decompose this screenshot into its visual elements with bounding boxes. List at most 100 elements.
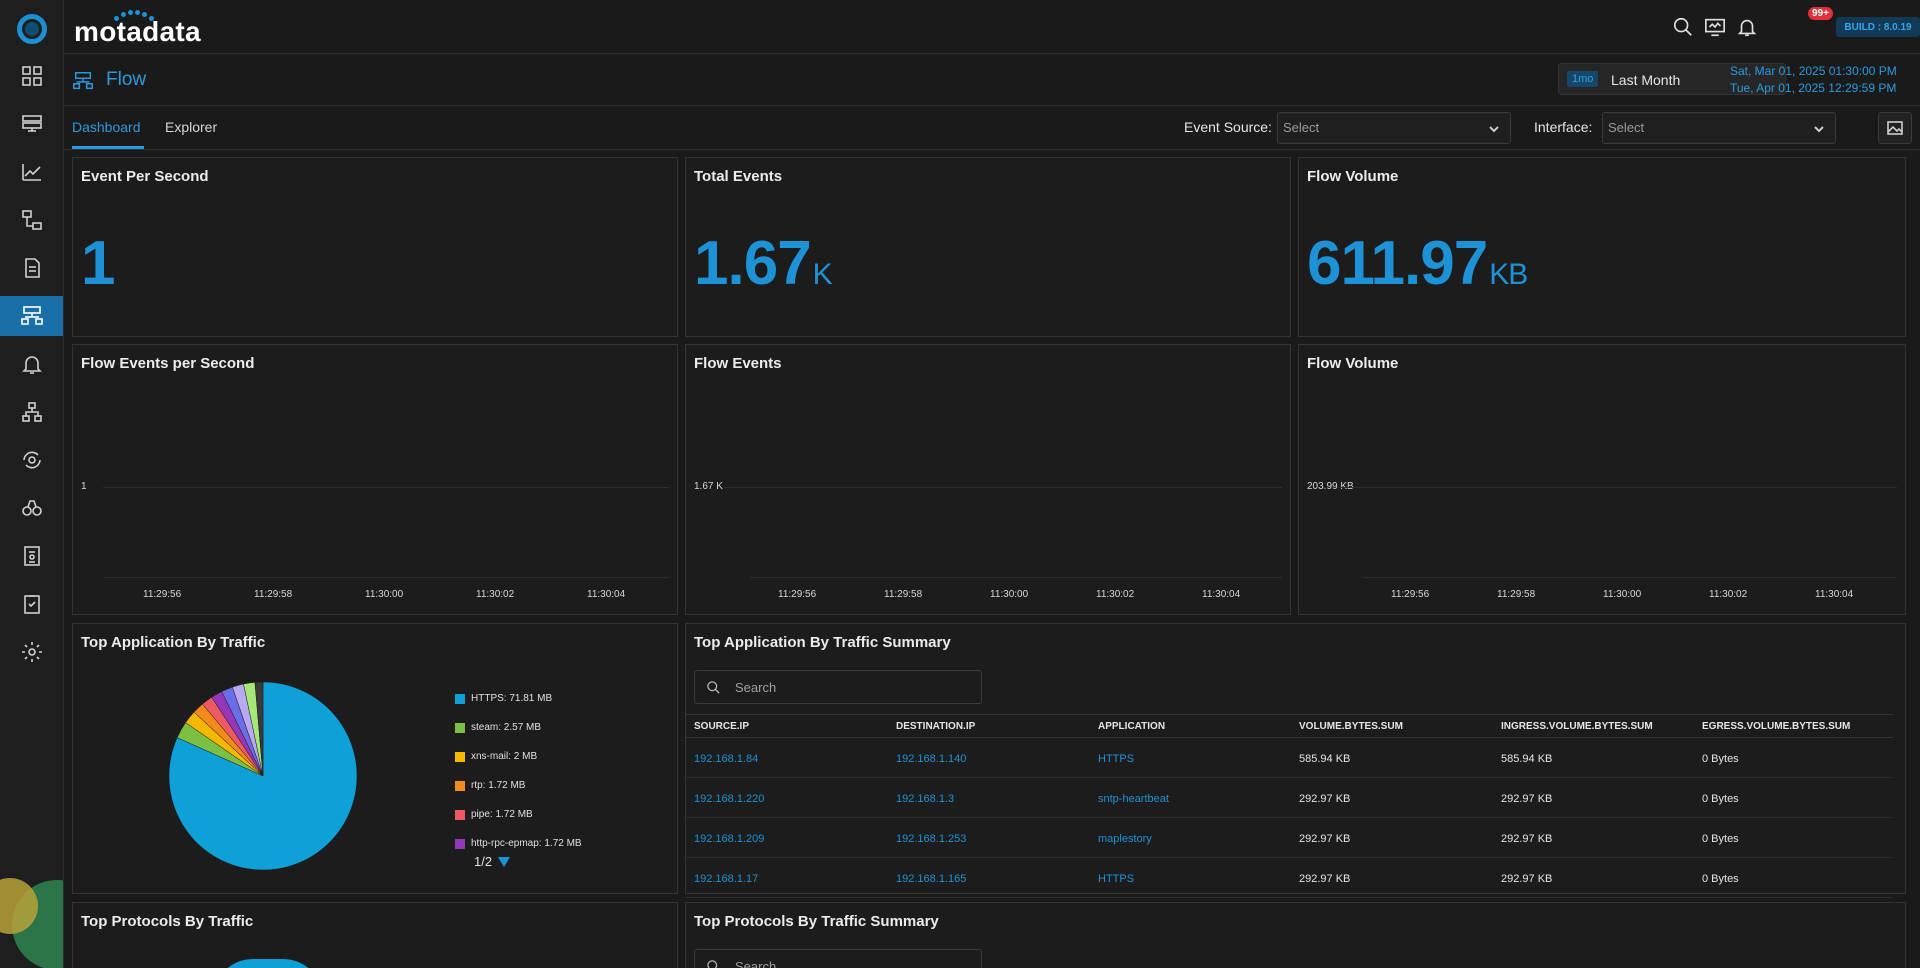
active-tab-indicator (72, 146, 144, 149)
settings-icon[interactable] (0, 632, 63, 672)
search-input[interactable]: Search (694, 949, 982, 968)
monitor-icon[interactable] (1702, 14, 1728, 40)
explorer-icon[interactable] (0, 488, 63, 528)
gridline (103, 487, 669, 488)
column-header[interactable]: EGRESS.VOLUME.BYTES.SUM (1702, 721, 1851, 732)
dashboard-icon[interactable] (0, 56, 63, 96)
search-input[interactable]: Search (694, 670, 982, 704)
tab-dashboard[interactable]: Dashboard (72, 119, 141, 135)
column-header[interactable]: DESTINATION.IP (896, 721, 976, 732)
chevron-down-icon[interactable] (498, 856, 511, 867)
reports-icon[interactable] (0, 536, 63, 576)
legend-item[interactable]: rtp: 1.72 MB (455, 771, 582, 800)
table-cell: 0 Bytes (1702, 833, 1739, 845)
column-header[interactable]: VOLUME.BYTES.SUM (1299, 721, 1403, 732)
chart-flow-events-per-second: Flow Events per Second 1 11:29:56 11:29:58 1… (72, 344, 678, 615)
table-cell[interactable]: 192.168.1.3 (896, 793, 955, 805)
table-cell[interactable]: HTTPS (1098, 753, 1135, 765)
table-cell: 292.97 KB (1501, 793, 1553, 805)
gridline (724, 487, 1282, 488)
table-row[interactable]: 192.168.1.220 192.168.1.3 sntp-heartbeat 29… (686, 778, 1893, 818)
event-source-select[interactable]: Select (1277, 112, 1511, 144)
pie-chart (168, 681, 358, 871)
legend-item[interactable]: pipe: 1.72 MB (455, 800, 582, 829)
page-header: Flow 1mo Last Month Sat, Mar 01, 2025 01… (64, 54, 1920, 106)
monitors-icon[interactable] (0, 104, 63, 144)
legend-item[interactable]: HTTPS: 71.81 MB (455, 684, 582, 713)
top-protocols-summary-table: Top Protocols By Traffic Summary Search (685, 902, 1906, 968)
tab-explorer[interactable]: Explorer (165, 119, 218, 135)
table-row[interactable]: 192.168.1.84 192.168.1.140 HTTPS 585.94 KB 5… (686, 738, 1893, 778)
table-cell: 585.94 KB (1299, 753, 1351, 765)
legend-swatch (455, 809, 465, 820)
table-cell[interactable]: 192.168.1.209 (694, 833, 765, 845)
event-source-label: Event Source: (1184, 119, 1272, 135)
column-header[interactable]: SOURCE.IP (694, 721, 750, 732)
time-range-start: Sat, Mar 01, 2025 01:30:00 PM (1730, 64, 1897, 78)
column-header[interactable]: INGRESS.VOLUME.BYTES.SUM (1501, 721, 1653, 732)
table-cell[interactable]: maplestory (1098, 833, 1152, 845)
topology-icon[interactable] (0, 200, 63, 240)
network-icon[interactable] (0, 392, 63, 432)
legend-item[interactable]: http-rpc-epmap: 1.72 MB (455, 829, 582, 858)
y-tick-label: 1.67 K (694, 481, 723, 492)
table-row[interactable]: 192.168.1.209 192.168.1.253 maplestory 292.… (686, 818, 1893, 858)
sidebar (0, 0, 64, 968)
legend-swatch (455, 780, 465, 791)
table-cell[interactable]: 192.168.1.220 (694, 793, 765, 805)
y-tick-label: 203.99 KB (1307, 481, 1354, 492)
search-icon[interactable] (1670, 14, 1696, 40)
table-cell[interactable]: 192.168.1.165 (896, 873, 967, 885)
export-image-button[interactable] (1878, 112, 1912, 144)
pie-slice[interactable] (254, 681, 264, 777)
time-range-picker[interactable]: 1mo Last Month (1558, 63, 1786, 95)
x-tick-label: 11:29:56 (778, 589, 817, 600)
table-cell[interactable]: sntp-heartbeat (1098, 793, 1169, 805)
legend-label: xns-mail: 2 MB (471, 751, 538, 762)
table-cell[interactable]: 192.168.1.140 (896, 753, 967, 765)
top-application-summary-table: Top Application By Traffic Summary Searc… (685, 623, 1906, 898)
legend-label: pipe: 1.72 MB (471, 809, 533, 820)
build-badge: BUILD : 8.0.19 (1836, 17, 1920, 37)
column-header[interactable]: APPLICATION (1098, 721, 1166, 732)
table-cell[interactable]: HTTPS (1098, 873, 1135, 885)
notification-bell-icon[interactable] (1734, 14, 1760, 40)
interface-select[interactable]: Select (1602, 112, 1836, 144)
kpi-value: 1.67K (694, 229, 833, 298)
search-icon (707, 960, 718, 968)
widget-title: Flow Events per Second (81, 355, 255, 372)
kpi-event-per-second: Event Per Second 1 (72, 157, 678, 337)
x-axis-line (103, 577, 669, 578)
interface-value: Select (1608, 120, 1645, 135)
flow-icon[interactable] (0, 296, 63, 336)
x-axis-line (1363, 577, 1897, 578)
x-tick-label: 11:30:00 (1603, 589, 1642, 600)
legend-pager[interactable]: 1/2 (474, 854, 511, 869)
chart-top-application-by-traffic: Top Application By Traffic HTTPS: 71.81 … (72, 623, 678, 894)
logs-icon[interactable] (0, 248, 63, 288)
legend-item[interactable]: steam: 2.57 MB (455, 713, 582, 742)
legend-item[interactable]: xns-mail: 2 MB (455, 742, 582, 771)
legend-swatch (455, 693, 465, 704)
alerts-icon[interactable] (0, 344, 63, 384)
table-cell[interactable]: 192.168.1.253 (896, 833, 967, 845)
event-source-value: Select (1283, 120, 1320, 135)
widget-title: Top Application By Traffic Summary (694, 634, 951, 651)
flow-icon (72, 70, 94, 92)
metrics-icon[interactable] (0, 152, 63, 192)
table-cell[interactable]: 192.168.1.84 (694, 753, 759, 765)
table-cell: 292.97 KB (1299, 833, 1351, 845)
image-icon (1887, 121, 1903, 135)
x-tick-label: 11:30:02 (1709, 589, 1748, 600)
compliance-icon[interactable] (0, 584, 63, 624)
app-logo-icon[interactable] (17, 14, 47, 44)
pie-slice[interactable] (168, 681, 358, 871)
table-row[interactable]: 192.168.1.17 192.168.1.165 HTTPS 292.97 KB 2… (686, 858, 1893, 898)
gridline (1337, 487, 1897, 488)
automation-icon[interactable] (0, 440, 63, 480)
search-icon (707, 681, 720, 694)
chart-flow-volume: Flow Volume 203.99 KB 11:29:56 11:29:58 11:3… (1298, 344, 1906, 615)
table-cell: 292.97 KB (1299, 873, 1351, 885)
table-cell[interactable]: 192.168.1.17 (694, 873, 759, 885)
table-header: SOURCE.IP DESTINATION.IP APPLICATION VOL… (686, 714, 1893, 738)
